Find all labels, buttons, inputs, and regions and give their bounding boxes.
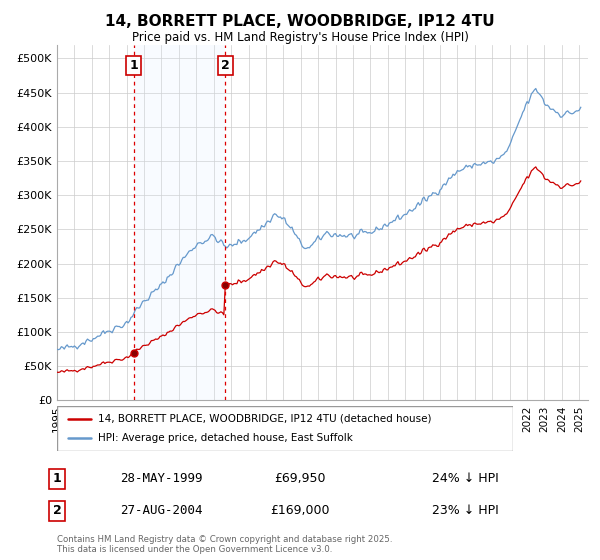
- Text: Contains HM Land Registry data © Crown copyright and database right 2025.
This d: Contains HM Land Registry data © Crown c…: [57, 535, 392, 554]
- Text: HPI: Average price, detached house, East Suffolk: HPI: Average price, detached house, East…: [98, 433, 353, 444]
- Bar: [134, 45, 225, 400]
- Text: Price paid vs. HM Land Registry's House Price Index (HPI): Price paid vs. HM Land Registry's House …: [131, 31, 469, 44]
- Text: 2: 2: [53, 504, 61, 517]
- Text: 1: 1: [53, 472, 61, 486]
- Text: 27-AUG-2004: 27-AUG-2004: [120, 504, 203, 517]
- Text: 14, BORRETT PLACE, WOODBRIDGE, IP12 4TU (detached house): 14, BORRETT PLACE, WOODBRIDGE, IP12 4TU …: [98, 413, 431, 423]
- Text: £69,950: £69,950: [274, 472, 326, 486]
- Text: 2: 2: [221, 59, 229, 72]
- Text: £169,000: £169,000: [270, 504, 330, 517]
- Text: 1: 1: [130, 59, 138, 72]
- Text: 14, BORRETT PLACE, WOODBRIDGE, IP12 4TU: 14, BORRETT PLACE, WOODBRIDGE, IP12 4TU: [105, 14, 495, 29]
- Text: 24% ↓ HPI: 24% ↓ HPI: [432, 472, 499, 486]
- Text: 23% ↓ HPI: 23% ↓ HPI: [432, 504, 499, 517]
- Text: 28-MAY-1999: 28-MAY-1999: [120, 472, 203, 486]
